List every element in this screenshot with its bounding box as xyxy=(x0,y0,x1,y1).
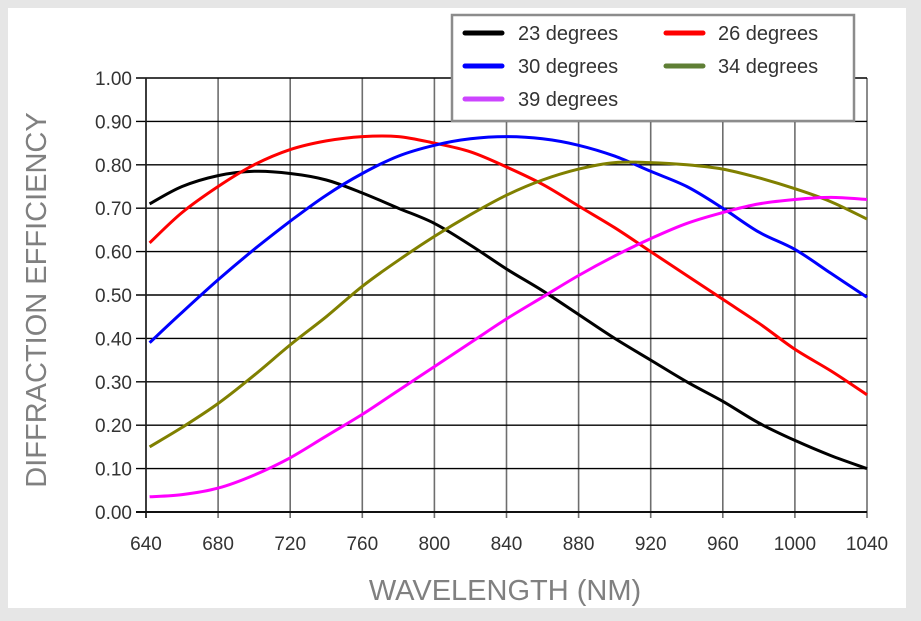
y-tick-label: 0.30 xyxy=(95,373,132,394)
series-line-30-degrees xyxy=(148,135,868,344)
series-line-26-degrees xyxy=(148,134,868,397)
y-tick-label: 0.50 xyxy=(95,286,132,307)
y-tick-label: 0.90 xyxy=(95,112,132,133)
x-tick-label: 880 xyxy=(563,534,595,555)
y-tick-label: 0.10 xyxy=(95,460,132,481)
y-tick-label: 0.00 xyxy=(95,503,132,524)
x-tick-label: 760 xyxy=(346,534,378,555)
y-axis-title: DIFFRACTION EFFICIENCY xyxy=(21,112,53,487)
y-tick-label: 0.70 xyxy=(95,199,132,220)
series-lines xyxy=(148,134,868,499)
x-tick-label: 920 xyxy=(635,534,667,555)
y-tick-label: 0.80 xyxy=(95,156,132,177)
x-tick-label: 840 xyxy=(491,534,523,555)
series-line-23-degrees xyxy=(148,169,868,471)
legend-label-39: 39 degrees xyxy=(518,89,618,111)
x-tick-label: 680 xyxy=(202,534,234,555)
y-tick-labels: 0.00 0.10 0.20 0.30 0.40 0.50 0.60 0.70 0.80 0.90… xyxy=(95,69,132,524)
series-line-34-degrees xyxy=(148,160,868,449)
x-tick-label: 1040 xyxy=(846,534,888,555)
legend-label-30: 30 degrees xyxy=(518,56,618,78)
legend-label-26: 26 degrees xyxy=(718,23,818,45)
y-tick-label: 0.60 xyxy=(95,243,132,264)
x-tick-label: 1000 xyxy=(774,534,816,555)
axes xyxy=(136,78,867,518)
y-tick-label: 0.20 xyxy=(95,416,132,437)
y-tick-label: 1.00 xyxy=(95,69,132,90)
legend-label-23: 23 degrees xyxy=(518,23,618,45)
x-axis-title: WAVELENGTH (NM) xyxy=(369,575,641,607)
x-tick-label: 640 xyxy=(130,534,162,555)
legend-box xyxy=(450,13,856,123)
series-line-39-degrees xyxy=(149,195,868,499)
x-tick-labels: 640 680 720 760 800 840 880 920 960 1000 1040 xyxy=(130,534,888,555)
x-tick-label: 720 xyxy=(274,534,306,555)
x-tick-label: 960 xyxy=(707,534,739,555)
legend-label-34: 34 degrees xyxy=(718,56,818,78)
grid-lines xyxy=(136,77,868,518)
y-tick-label: 0.40 xyxy=(95,329,132,350)
legend: 23 degrees 26 degrees 30 degrees 34 degr… xyxy=(450,13,856,123)
x-tick-label: 800 xyxy=(419,534,451,555)
